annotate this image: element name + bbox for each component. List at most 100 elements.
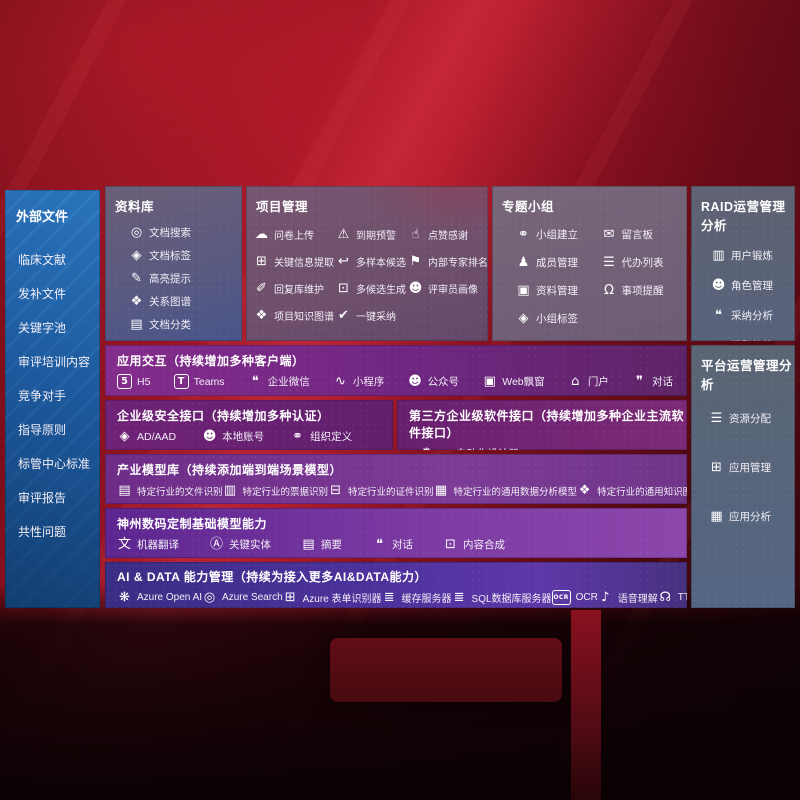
alarm-icon: ⚠ (337, 227, 350, 242)
sidebar-item[interactable]: 指导原则 (18, 423, 67, 437)
sidebar-item[interactable]: 竞争对手 (18, 389, 67, 403)
feature-item[interactable]: ⊟ 特定行业的证件识别 (328, 483, 433, 498)
feature-item[interactable]: ⌂ 门户 (568, 374, 609, 389)
id-recognize-icon: ⊟ (330, 483, 341, 498)
feature-item[interactable]: ⚑ 内部专家排名 (409, 254, 488, 269)
feature-item[interactable]: ♪ 语音理解 (598, 590, 658, 605)
sidebar-item[interactable]: 发补文件 (18, 287, 67, 301)
sidebar-item[interactable]: 共性问题 (18, 525, 67, 539)
feature-item[interactable]: ▦ 应用分析 (710, 509, 771, 524)
models-list: ▤ 特定行业的文件识别 ▥ 特定行业的票据识别 ⊟ 特定行业的证件识别 ▦ 特定… (105, 483, 687, 498)
message-board-icon: ✉ (603, 227, 615, 242)
dialog-icon: ❝ (376, 537, 383, 552)
sql-server-icon: ≣ (453, 590, 465, 605)
feature-item[interactable]: ▥ 特定行业的票据识别 (223, 483, 329, 498)
raid-title: RAID运营管理分析 (701, 200, 786, 233)
kg-model-icon: ❖ (578, 483, 591, 498)
feature-item[interactable]: ↩ 多样本候选 (336, 254, 406, 269)
feature-item[interactable]: ∿ 小程序 (333, 374, 384, 389)
user-card-icon: ▥ (712, 248, 725, 263)
feature-item[interactable]: ☻ 公众号 (408, 374, 460, 389)
external-files-title: 外部文件 (16, 209, 69, 224)
feature-item[interactable]: ❋ Azure Open AI (117, 590, 202, 605)
resource-alloc-icon: ☰ (710, 411, 723, 426)
security-list: ◈ AD/AAD ☻ 本地账号 ⚭ 组织定义 (105, 429, 393, 444)
web-popup-icon: ▣ (483, 374, 496, 389)
feature-item[interactable]: ❝ 企业微信 (248, 374, 310, 389)
feature-item[interactable]: ☰ 代办列表 (603, 255, 664, 270)
feature-item[interactable]: ⊡ 多候选生成 (336, 281, 406, 296)
doc-search-icon: ◎ (130, 225, 143, 240)
feature-item[interactable]: ❖ 特定行业的通用知识图谱模型 (578, 483, 687, 498)
feature-item[interactable]: ⊡ 内容合成 (443, 537, 505, 552)
custom-base-model-row: 神州数码定制基础模型能力 文 机器翻译 Ⓐ 关键实体 ▤ 摘要 ❝ 对话 ⊡ 内… (105, 508, 687, 558)
feature-item[interactable]: Ω 事项提醒 (602, 283, 688, 298)
feature-item[interactable]: ▤ 摘要 (302, 537, 342, 552)
feature-item[interactable]: ◈ AD/AAD (117, 429, 177, 444)
feature-item[interactable]: ✐ 回复库维护 (254, 281, 334, 296)
sidebar-item[interactable]: 审评报告 (18, 491, 67, 505)
feature-item[interactable]: ❖ 关系图谱 (130, 294, 191, 309)
feature-item[interactable]: ▣ Web飘窗 (483, 374, 545, 389)
feature-item[interactable]: ☻ 评审员画像 (408, 281, 478, 296)
group-create-icon: ⚭ (518, 227, 529, 242)
feature-item[interactable]: ▤ 文档分类 (130, 317, 191, 332)
interaction-list: 5 H5 T Teams ❝ 企业微信 ∿ 小程序 ☻ 公众号 ▣ Web飘窗 (105, 374, 687, 389)
org-define-icon: ⚭ (292, 429, 304, 444)
basemodel-title: 神州数码定制基础模型能力 (117, 517, 268, 531)
feature-item[interactable]: ☊ TTS (659, 590, 687, 605)
feature-item[interactable]: ✎ 高亮提示 (129, 271, 242, 286)
feature-item[interactable]: ▥ 用户锻炼 (712, 248, 773, 263)
remind-bell-icon: Ω (604, 283, 614, 298)
tts-icon: ☊ (659, 590, 672, 605)
feature-item[interactable]: ⊞ 应用管理 (709, 460, 795, 475)
feature-item[interactable]: OCR OCR (551, 590, 598, 605)
library-title: 资料库 (115, 200, 155, 214)
feature-item[interactable]: ⚙ API自动化设计器 (419, 446, 519, 450)
feature-item[interactable]: ☰ 资源分配 (710, 411, 771, 426)
feature-item[interactable]: ⚭ 小组建立 (516, 227, 602, 242)
feature-item[interactable]: T Teams (173, 374, 225, 389)
feature-item[interactable]: ▤ 特定行业的文件识别 (118, 483, 223, 498)
feature-item[interactable]: ◎ 文档搜索 (130, 225, 191, 240)
member-manage-icon: ♟ (517, 255, 530, 270)
todo-list-icon: ☰ (603, 255, 615, 270)
feature-item[interactable]: ☁ 问卷上传 (255, 227, 314, 242)
feature-item[interactable]: ⊞ Azure 表单识别器 (283, 590, 382, 605)
feature-item[interactable]: ✔ 一键采纳 (336, 308, 406, 323)
feature-item[interactable]: ⚭ 组织定义 (290, 429, 352, 444)
feature-item[interactable]: ▦ 特定行业的通用数据分析模型 (434, 483, 578, 498)
feature-item[interactable]: ❞ 对话 (632, 374, 673, 389)
teams-icon: T (173, 374, 189, 389)
feature-item[interactable]: ☻ 角色管理 (711, 278, 773, 293)
feature-item[interactable]: 文 机器翻译 (117, 537, 179, 552)
feature-item[interactable]: ↗ 问题趋势 (711, 338, 795, 341)
feature-item[interactable]: ❖ 项目知识图谱 (255, 308, 334, 323)
feature-item[interactable]: 5 H5 (117, 374, 150, 389)
feature-item[interactable]: ⚠ 到期预警 (337, 227, 396, 242)
feature-item[interactable]: ☝ 点赞感谢 (408, 227, 488, 242)
sidebar-item[interactable]: 审评培训内容 (18, 355, 91, 369)
feature-item[interactable]: ◈ 小组标签 (516, 311, 602, 326)
feature-item[interactable]: ♟ 成员管理 (517, 255, 578, 270)
feature-item[interactable]: ◎ Azure Search (203, 590, 283, 605)
feature-item[interactable]: ≣ 缓存服务器 (382, 590, 452, 605)
external-files-panel: 外部文件 临床文献发补文件关键字池审评培训内容 竞争对手指导原则标管中心标准 审评报… (5, 190, 100, 608)
upload-cloud-icon: ☁ (255, 227, 268, 242)
project-management-panel: 项目管理 ☁ 问卷上传 ⚠ 到期预警 ☝ 点赞感谢 ⊞ 关键信息提取 ↩ 多样本… (246, 186, 488, 341)
feature-item[interactable]: ❝ 采纳分析 (711, 308, 795, 323)
sidebar-item[interactable]: 关键字池 (18, 321, 67, 335)
feature-item[interactable]: ❝ 对话 (372, 537, 413, 552)
project-title: 项目管理 (256, 200, 309, 214)
form-recognizer-icon: ⊞ (284, 590, 296, 605)
sidebar-item[interactable]: 临床文献 (18, 253, 67, 267)
feature-item[interactable]: ◈ 文档标签 (129, 248, 242, 263)
feature-item[interactable]: ✉ 留言板 (602, 227, 688, 242)
feature-item[interactable]: ≣ SQL数据库服务器 (452, 590, 552, 605)
sidebar-item[interactable]: 标管中心标准 (18, 457, 91, 471)
feature-item[interactable]: ☻ 本地账号 (202, 429, 265, 444)
feature-item[interactable]: ▣ 资料管理 (517, 283, 578, 298)
feature-item[interactable]: ⊞ 关键信息提取 (254, 254, 334, 269)
feature-item[interactable]: Ⓐ 关键实体 (209, 537, 271, 552)
library-list: ◎ 文档搜索 ◈ 文档标签 ✎ 高亮提示 ❖ 关系图谱 ▤ 文档分类 (105, 215, 242, 332)
